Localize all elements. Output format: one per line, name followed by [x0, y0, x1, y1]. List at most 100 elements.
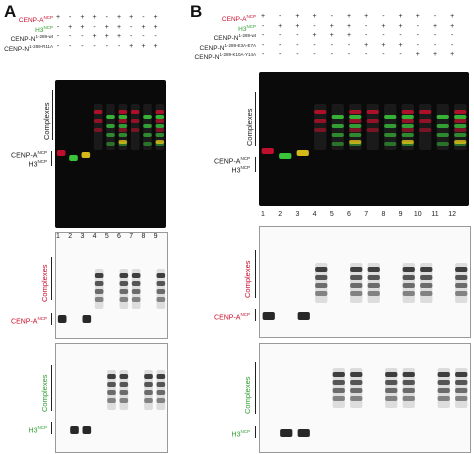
- gel-band-green: [454, 115, 467, 119]
- condition-row-label: CENP-N1-289-wt: [0, 33, 53, 44]
- gel-band-yellow: [349, 140, 362, 144]
- gel-band-gray: [119, 382, 129, 387]
- panel-b-cenpa-ncp-label: CENP-ANCP: [214, 156, 250, 166]
- lane-number: 6: [347, 211, 351, 218]
- gel-band-gray: [350, 283, 363, 288]
- gel-background: [56, 344, 167, 452]
- panel-b-merged-gel-image: [259, 72, 469, 206]
- panel-a-complexes-label: Complexes: [42, 102, 51, 140]
- condition-sign: -: [313, 22, 316, 30]
- gel-band-red: [454, 128, 467, 132]
- gel-band-gray: [455, 388, 468, 393]
- gel-smear: [93, 104, 103, 150]
- condition-sign: -: [433, 32, 437, 39]
- lane-number: 6: [117, 233, 121, 240]
- panel-a-gray1-complexes-bracket: [51, 257, 52, 300]
- gel-band-gray: [315, 291, 328, 296]
- gel-band-gray: [455, 275, 468, 280]
- gel-band-red: [419, 128, 432, 132]
- gel-band-gray: [402, 372, 415, 377]
- condition-sign: -: [330, 41, 333, 49]
- condition-row-name: CENP-N: [194, 54, 220, 62]
- gel-band-red: [366, 128, 379, 132]
- condition-sign: +: [312, 13, 317, 20]
- condition-row-superscript: NCP: [246, 23, 256, 29]
- gel-band-gray: [119, 281, 129, 286]
- lane-number: 4: [312, 211, 317, 218]
- condition-sign: -: [56, 42, 60, 50]
- panel-b-gray2-ncp-bracket: [255, 426, 256, 438]
- lane-number: 2: [68, 233, 73, 240]
- gel-band-green: [331, 142, 344, 146]
- gel-band-gray: [94, 297, 104, 302]
- panel-b-complexes-bracket: [255, 92, 256, 146]
- gel-band-gray: [420, 275, 433, 280]
- condition-sign: -: [279, 32, 282, 39]
- gel-band-green: [384, 115, 397, 119]
- panel-a-gray2-complexes-bracket: [51, 365, 52, 411]
- gel-band-gray: [156, 382, 166, 387]
- condition-sign: -: [416, 41, 419, 49]
- gel-band-gray: [119, 374, 129, 379]
- lane-number: 7: [364, 211, 369, 218]
- panel-b-complexes-label: Complexes: [245, 108, 254, 146]
- gel-band-green: [118, 133, 128, 137]
- panel-b-gray2-complexes-label: Complexes: [243, 376, 252, 414]
- gel-band-gray: [350, 267, 363, 272]
- gel-band-gray: [437, 388, 450, 393]
- gel-band-green: [106, 124, 115, 128]
- condition-sign: +: [450, 22, 455, 30]
- condition-row-superscript: 1-289-E3A-E7A: [224, 42, 256, 48]
- gel-band-green: [436, 115, 449, 119]
- panel-b-gray2-h3-label: H3NCP: [231, 429, 250, 439]
- condition-sign: -: [347, 41, 351, 49]
- panel-a-merged-gel-image: [55, 80, 166, 228]
- gel-band-red: [155, 128, 165, 132]
- condition-row-name: CENP-A: [18, 17, 44, 25]
- panel-a-cenpa-ncp-label: CENP-ANCP: [11, 150, 47, 160]
- condition-sign: +: [68, 23, 73, 31]
- condition-sign: -: [330, 51, 333, 58]
- gel-background: [55, 80, 166, 228]
- condition-sign: -: [365, 32, 368, 39]
- gel-band-gray: [315, 283, 328, 288]
- gel-band-gray: [455, 380, 468, 385]
- panel-b-gray1-cenpa-label: CENP-ANCP: [214, 312, 250, 322]
- condition-sign: -: [142, 14, 145, 21]
- lane-number: 2: [278, 211, 283, 218]
- condition-sign: -: [416, 32, 419, 39]
- condition-sign: +: [381, 41, 386, 49]
- condition-row-name: CENP-N: [213, 35, 239, 43]
- condition-sign: +: [398, 22, 403, 30]
- gel-band-gray: [107, 374, 116, 379]
- gel-background: [260, 227, 470, 337]
- condition-row-name: CENP-N: [4, 45, 30, 53]
- condition-sign: -: [261, 51, 265, 58]
- gel-smear: [366, 104, 379, 150]
- gel-band-gray: [350, 275, 363, 280]
- condition-row-superscript: 1-289-R11A: [29, 43, 53, 49]
- gel-band-red: [93, 110, 103, 114]
- gel-band-gray: [107, 398, 116, 403]
- lane-number: 3: [80, 233, 85, 240]
- condition-sign: -: [105, 14, 108, 21]
- condition-sign: -: [279, 41, 282, 49]
- condition-sign: -: [347, 51, 351, 58]
- gel-band-gray: [332, 380, 345, 385]
- gel-band-gray: [385, 396, 398, 401]
- panel-a-complexes-bracket: [52, 90, 53, 140]
- condition-sign: -: [105, 42, 108, 50]
- condition-row-label: CENP-ANCP: [176, 13, 256, 24]
- gel-band-gray: [455, 267, 468, 272]
- gel-band-green: [349, 133, 362, 137]
- gel-band-red: [93, 119, 103, 123]
- panel-a-gray1-complexes-label: Complexes: [40, 264, 49, 302]
- condition-sign: -: [117, 42, 121, 50]
- condition-row-superscript: NCP: [43, 15, 53, 20]
- condition-sign: +: [346, 13, 352, 20]
- condition-sign: -: [330, 13, 333, 20]
- lane-number: 3: [295, 211, 300, 218]
- gel-band-red: [314, 128, 327, 132]
- panel-b-h3-ncp-label: H3NCP: [231, 165, 250, 175]
- gel-band-green: [106, 115, 115, 119]
